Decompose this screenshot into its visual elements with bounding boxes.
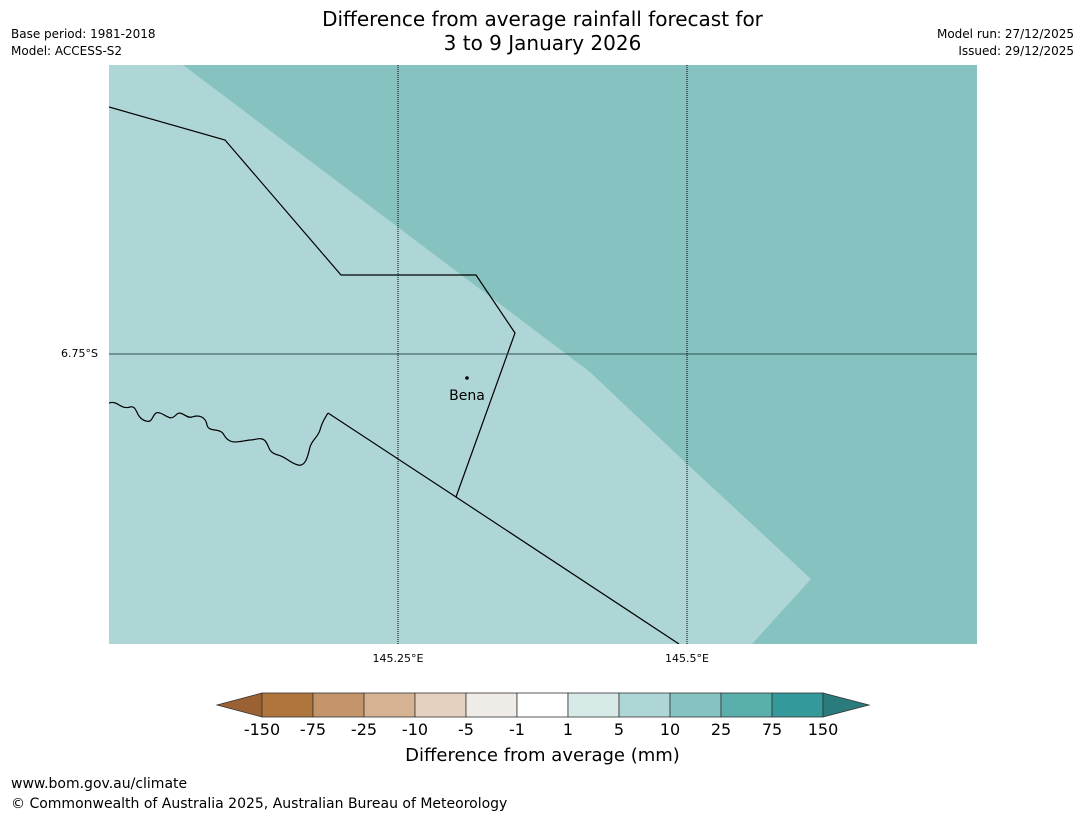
colorbar-tick-label: -10 [401, 720, 429, 739]
lon-label-145-5: 145.5°E [665, 652, 709, 665]
colorbar-tick-label: -1 [509, 720, 525, 739]
colorbar-segment [771, 692, 824, 718]
province-boundary-south [327, 412, 680, 644]
colorbar-tick-label: 25 [710, 720, 732, 739]
colorbar-tick-label: 10 [659, 720, 681, 739]
colorbar-extend-high [822, 692, 871, 718]
colorbar-tick-label: -5 [458, 720, 474, 739]
place-label-bena: Bena [449, 388, 485, 404]
colorbar-tick-label: -75 [299, 720, 327, 739]
issued-text: Issued: 29/12/2025 [958, 44, 1074, 58]
colorbar-tick-label: 75 [761, 720, 783, 739]
model-run-text: Model run: 27/12/2025 [936, 27, 1074, 41]
meta-right: Model run: 27/12/2025 Issued: 29/12/2025 [937, 26, 1074, 60]
colorbar-segment [261, 692, 314, 718]
colorbar-tick-label: 1 [562, 720, 574, 739]
colorbar-segment [363, 692, 416, 718]
place-marker-bena [465, 376, 469, 380]
model-text: Model: ACCESS-S2 [11, 44, 123, 58]
base-period-text: Base period: 1981-2018 [11, 27, 156, 41]
colorbar-segment [567, 692, 620, 718]
river-line [109, 401, 329, 466]
title-line-1: Difference from average rainfall forecas… [322, 7, 763, 31]
meta-left: Base period: 1981-2018 Model: ACCESS-S2 [11, 26, 156, 60]
colorbar [215, 692, 871, 718]
colorbar-segment [312, 692, 365, 718]
chart-title: Difference from average rainfall forecas… [0, 7, 1085, 55]
colorbar-tick-label: 150 [807, 720, 839, 739]
colorbar-tick-label: -25 [350, 720, 378, 739]
title-line-2: 3 to 9 January 2026 [443, 31, 642, 55]
footer-url: www.bom.gov.au/climate [11, 776, 188, 792]
colorbar-segment [669, 692, 722, 718]
province-boundary [109, 106, 516, 498]
footer-copyright: © Commonwealth of Australia 2025, Austra… [11, 796, 508, 812]
colorbar-segment [720, 692, 773, 718]
colorbar-tick-label: 5 [613, 720, 625, 739]
colorbar-extend-low [215, 692, 263, 718]
colorbar-tick-label: -150 [243, 720, 281, 739]
colorbar-segment [618, 692, 671, 718]
colorbar-title: Difference from average (mm) [405, 745, 680, 766]
colorbar-segment [516, 692, 569, 718]
lon-label-145-25: 145.25°E [372, 652, 424, 665]
colorbar-segment [465, 692, 518, 718]
lat-label-6-75: 6.75°S [61, 347, 98, 360]
colorbar-segment [414, 692, 467, 718]
